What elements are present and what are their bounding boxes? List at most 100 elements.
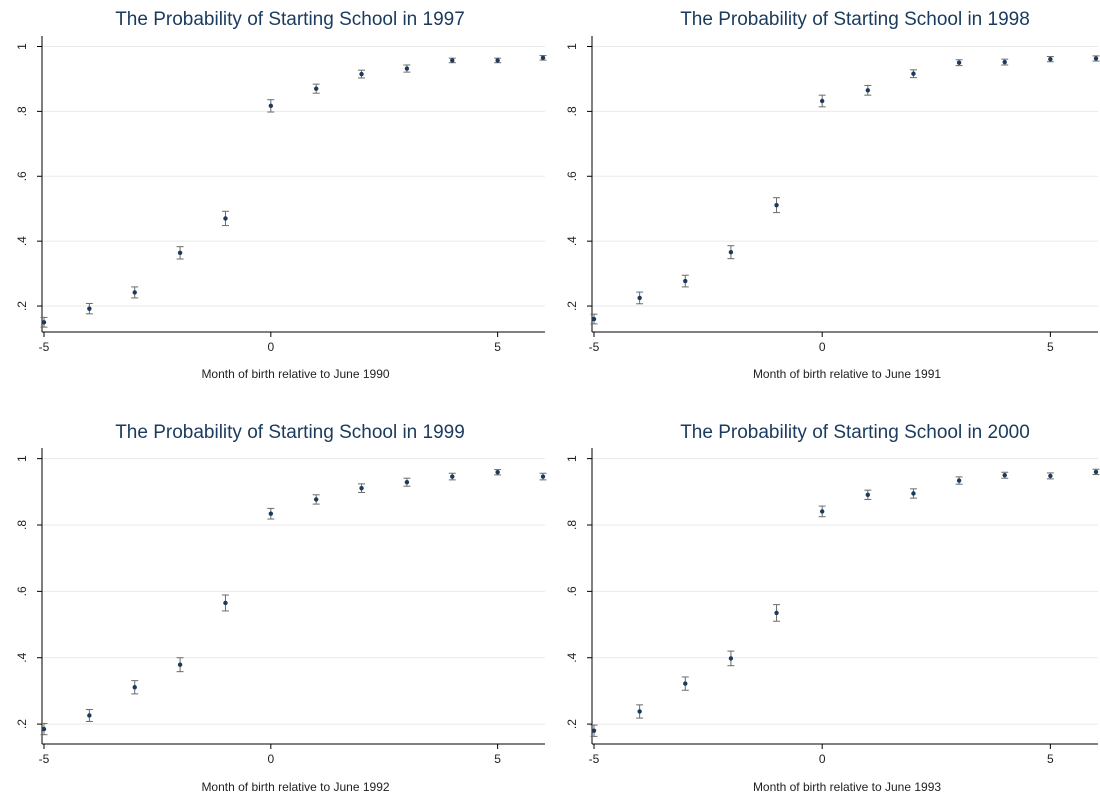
data-point-group: [539, 55, 547, 61]
data-point-group: [773, 604, 781, 622]
data-point-group: [85, 302, 93, 315]
data-point: [591, 316, 597, 322]
data-point: [1002, 473, 1007, 478]
y-tick-label: 1: [565, 455, 579, 462]
x-tick-label: -5: [39, 752, 50, 766]
data-point-group: [403, 64, 411, 73]
y-tick-label: .8: [565, 106, 579, 116]
data-point: [911, 491, 916, 496]
y-tick-label: .6: [565, 171, 579, 181]
data-point-group: [40, 722, 48, 736]
data-point-group: [448, 472, 456, 481]
y-tick-label: 1: [565, 43, 579, 50]
data-point: [359, 71, 364, 77]
x-tick-label: 5: [1047, 340, 1054, 354]
x-tick-label: 5: [1047, 752, 1054, 766]
data-point-group: [221, 594, 229, 612]
data-point-group: [1001, 471, 1009, 479]
data-point-group: [773, 197, 781, 214]
x-tick-label: 5: [494, 752, 501, 766]
data-point: [1093, 469, 1099, 475]
data-point: [495, 58, 500, 63]
y-tick-label: 1: [15, 455, 29, 462]
data-point-group: [909, 488, 917, 499]
y-tick-label: .8: [15, 106, 29, 116]
data-point: [177, 250, 183, 256]
data-point-group: [681, 676, 689, 691]
data-point-group: [40, 316, 48, 328]
data-point: [268, 511, 274, 516]
data-point: [540, 55, 546, 61]
data-point: [728, 656, 734, 661]
data-point: [41, 726, 47, 732]
data-point-group: [727, 650, 735, 667]
data-point-group: [494, 57, 502, 64]
data-point: [683, 681, 688, 686]
data-point-group: [955, 59, 963, 67]
data-point-group: [176, 657, 184, 673]
data-point: [1093, 56, 1099, 61]
y-tick-label: .2: [15, 719, 29, 729]
data-point: [223, 600, 228, 606]
data-point-group: [864, 84, 872, 96]
data-point: [865, 88, 871, 93]
data-point-group: [1092, 468, 1100, 476]
chart-title: The Probability of Starting School in 19…: [680, 9, 1030, 30]
chart-panel-2000: The Probability of Starting School in 20…: [550, 412, 1100, 812]
y-tick-label: .2: [565, 719, 579, 729]
x-tick-label: 0: [819, 340, 826, 354]
chart-title: The Probability of Starting School in 19…: [115, 9, 465, 30]
data-point: [637, 709, 642, 714]
data-point-group: [1046, 472, 1054, 480]
y-tick-label: .6: [15, 171, 29, 181]
data-point: [911, 71, 916, 76]
data-point: [956, 478, 962, 483]
x-tick-label: -5: [39, 340, 50, 354]
data-point: [540, 474, 546, 479]
x-tick-label: -5: [589, 340, 600, 354]
data-point: [956, 60, 962, 65]
data-point: [591, 728, 597, 733]
data-point: [637, 295, 642, 301]
data-point: [450, 58, 455, 63]
chart-1999: The Probability of Starting School in 19…: [15, 422, 547, 794]
data-point: [87, 306, 92, 311]
data-point: [495, 470, 500, 475]
chart-title: The Probability of Starting School in 19…: [115, 422, 465, 443]
x-axis-label: Month of birth relative to June 1991: [753, 367, 941, 381]
y-tick-label: .4: [565, 236, 579, 246]
chart-title: The Probability of Starting School in 20…: [680, 422, 1030, 443]
data-point: [683, 278, 688, 284]
data-point-group: [131, 286, 139, 299]
y-tick-label: .4: [565, 652, 579, 662]
chart-panel-1999: The Probability of Starting School in 19…: [0, 412, 550, 812]
chart-panel-1998: The Probability of Starting School in 19…: [550, 0, 1100, 400]
y-tick-label: .2: [15, 301, 29, 311]
data-point-group: [590, 313, 598, 325]
data-point-group: [1001, 58, 1009, 66]
x-tick-label: 0: [819, 752, 826, 766]
data-point-group: [176, 246, 184, 260]
data-point-group: [221, 210, 229, 227]
data-point-group: [312, 83, 320, 94]
data-point-group: [131, 680, 139, 695]
data-point: [819, 98, 825, 104]
y-tick-label: 1: [15, 43, 29, 50]
data-point-group: [909, 69, 917, 79]
data-point: [132, 290, 137, 295]
data-point: [865, 492, 871, 498]
data-point-group: [1046, 56, 1054, 63]
data-point-group: [1092, 55, 1100, 62]
data-point-group: [312, 494, 320, 505]
data-point-group: [818, 94, 826, 108]
data-point: [268, 103, 274, 109]
data-point: [313, 86, 319, 91]
data-point: [132, 685, 137, 690]
data-point: [774, 610, 779, 616]
x-axis-label: Month of birth relative to June 1992: [201, 780, 389, 794]
data-point: [87, 713, 92, 718]
data-point: [774, 202, 779, 208]
data-point: [819, 509, 825, 514]
data-point-group: [636, 291, 644, 305]
x-tick-label: -5: [589, 752, 600, 766]
